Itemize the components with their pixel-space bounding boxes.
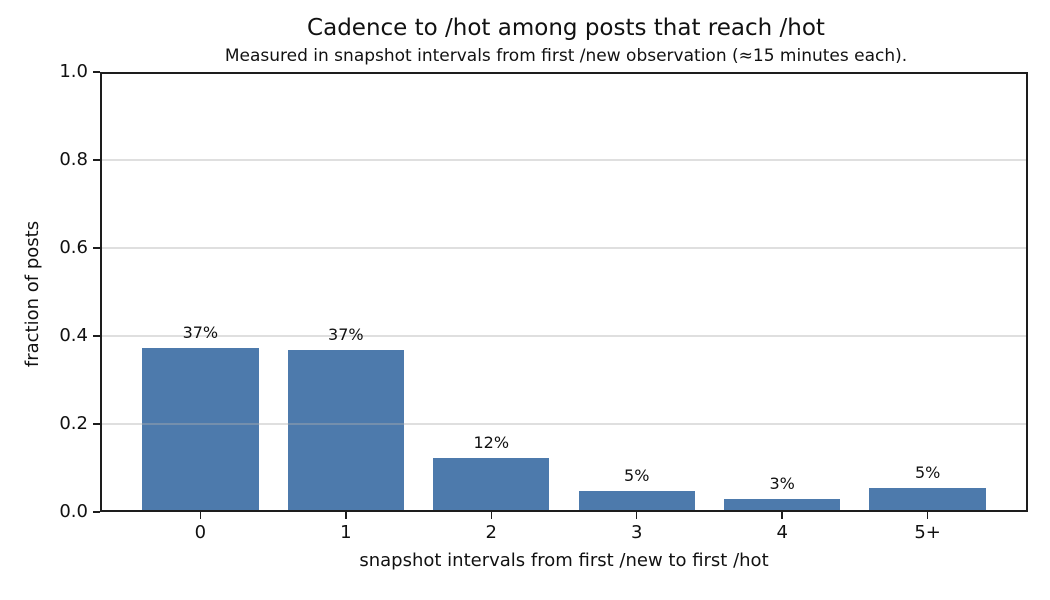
- bar-value-label: 37%: [182, 322, 219, 342]
- y-tick-mark: [93, 335, 100, 337]
- bar-value-label: 37%: [328, 325, 364, 345]
- bar-value-label: 5%: [914, 463, 941, 483]
- chart-title: Cadence to /hot among posts that reach /…: [307, 15, 825, 41]
- bar-value-label: 5%: [624, 465, 650, 485]
- x-tick-mark: [199, 512, 202, 519]
- x-tick-label: 2: [485, 522, 497, 543]
- gridline: [100, 247, 1028, 249]
- y-axis-label: fraction of posts: [22, 220, 43, 368]
- bar-value-label: 12%: [473, 433, 510, 453]
- gridline: [100, 159, 1028, 161]
- y-tick-mark: [93, 71, 100, 73]
- bar-value-labels-layer: 37% 37% 12% 5% 3% 5%: [100, 72, 1028, 512]
- y-tick-label: 1.0: [59, 61, 88, 82]
- x-tick-mark: [490, 512, 493, 519]
- x-tick-mark: [345, 512, 347, 519]
- x-tick-label: 1: [340, 522, 352, 543]
- x-tick-mark: [926, 512, 929, 519]
- y-tick-mark: [93, 511, 100, 513]
- grid-layer: [100, 72, 1028, 512]
- bar-value-label: 3%: [769, 473, 795, 493]
- x-tick-label: 4: [776, 522, 788, 543]
- x-tick-label: 5+: [914, 522, 941, 543]
- bar: [578, 490, 695, 512]
- bars-layer: [100, 72, 1028, 512]
- x-tick-label: 3: [630, 522, 643, 543]
- bar: [433, 458, 550, 512]
- x-tick-mark: [635, 512, 638, 519]
- bar: [724, 498, 841, 512]
- bar: [287, 350, 404, 512]
- bar: [142, 347, 259, 512]
- x-tick-label: 0: [194, 522, 207, 543]
- chart-subtitle: Measured in snapshot intervals from firs…: [224, 46, 908, 66]
- gridline: [100, 335, 1028, 337]
- y-tick-label: 0.2: [59, 413, 88, 434]
- x-tick-mark: [781, 512, 783, 519]
- y-tick-label: 0.0: [59, 501, 88, 522]
- gridline: [100, 423, 1028, 425]
- y-tick-mark: [93, 423, 100, 425]
- x-axis-label: snapshot intervals from first /new to fi…: [359, 550, 769, 571]
- y-tick-label: 0.8: [59, 149, 88, 170]
- y-tick-mark: [93, 247, 100, 249]
- y-tick-mark: [93, 159, 100, 161]
- bar: [869, 488, 986, 512]
